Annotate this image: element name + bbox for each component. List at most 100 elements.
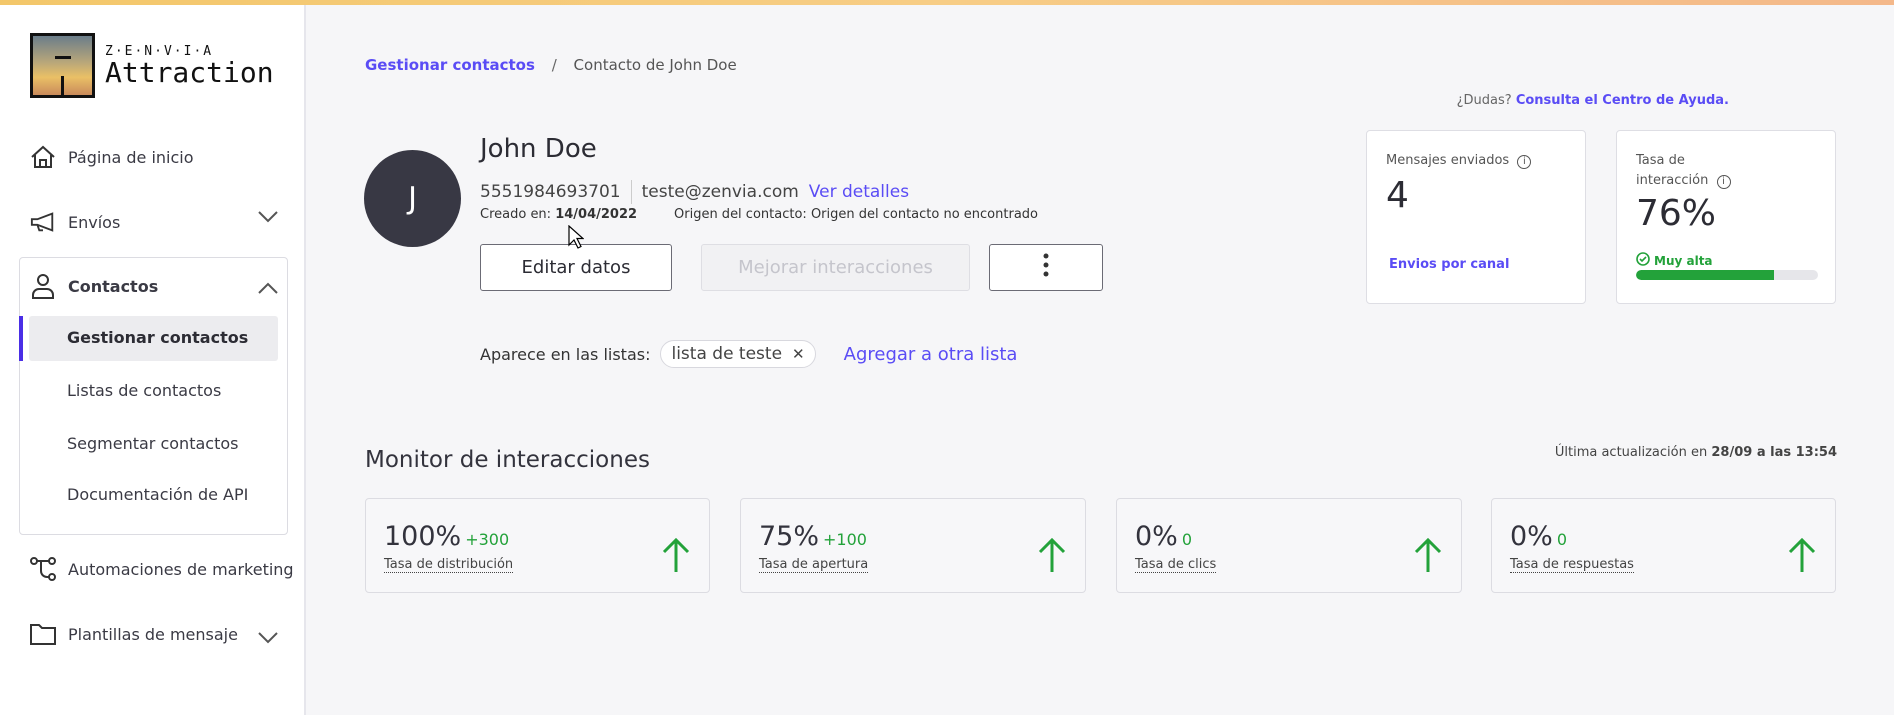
- created-label: Creado en:: [480, 207, 552, 222]
- last-update-label: Última actualización en: [1554, 445, 1708, 460]
- help-prefix: ¿Dudas?: [1456, 93, 1512, 108]
- metric-value: 0%: [1510, 521, 1553, 552]
- megaphone-icon: [30, 209, 56, 235]
- logo-product: Attraction: [105, 56, 274, 89]
- interaction-rate-label: Tasa de interacción: [1636, 153, 1709, 188]
- sidebar-item-envios[interactable]: Envíos: [30, 209, 120, 235]
- arrow-up-icon: [1787, 537, 1817, 577]
- rate-status: Muy alta: [1636, 252, 1713, 269]
- improve-interactions-label: Mejorar interacciones: [738, 257, 933, 278]
- metric-label[interactable]: Tasa de apertura: [759, 557, 869, 573]
- more-options-button[interactable]: [989, 244, 1103, 291]
- ver-detalles-link[interactable]: Ver detalles: [808, 182, 910, 202]
- metric-label[interactable]: Tasa de clics: [1135, 557, 1217, 573]
- sidebar-item-label: Página de inicio: [68, 147, 194, 167]
- divider: [630, 180, 632, 204]
- logo[interactable]: Z·E·N·V·I·A Attraction: [30, 33, 274, 98]
- interaction-rate-card: Tasa de interacción i 76% Muy alta: [1616, 130, 1836, 304]
- breadcrumb-separator: /: [551, 56, 557, 74]
- messages-sent-title: Mensajes enviados i: [1386, 153, 1532, 169]
- breadcrumb-current: Contacto de John Doe: [573, 56, 737, 74]
- folder-icon: [30, 621, 56, 647]
- kebab-icon: [1043, 253, 1049, 282]
- sidebar-subitem-listas-de-contactos[interactable]: Listas de contactos: [67, 381, 222, 400]
- chevron-up-icon[interactable]: [258, 280, 278, 298]
- contact-name: John Doe: [480, 134, 597, 164]
- top-accent-bar: [0, 0, 1894, 5]
- logo-image: [30, 33, 95, 98]
- messages-sent-label: Mensajes enviados: [1386, 153, 1510, 168]
- origin-value: Origen del contacto no encontrado: [810, 207, 1038, 222]
- contact-email: teste@zenvia.com: [641, 182, 799, 202]
- remove-list-icon[interactable]: ✕: [792, 345, 805, 363]
- messages-sent-value: 4: [1386, 175, 1409, 216]
- metric-label[interactable]: Tasa de respuestas: [1510, 557, 1634, 573]
- metric-label[interactable]: Tasa de distribución: [384, 557, 514, 573]
- active-item-indicator: [19, 316, 23, 361]
- lists-row: Aparece en las listas: lista de teste ✕ …: [480, 340, 1017, 368]
- help-line: ¿Dudas? Consulta el Centro de Ayuda.: [1457, 93, 1729, 108]
- interaction-progress-bar: [1636, 270, 1818, 280]
- help-center-link[interactable]: Consulta el Centro de Ayuda.: [1515, 93, 1729, 108]
- sidebar-item-contactos[interactable]: Contactos: [30, 273, 158, 299]
- envios-por-canal-link[interactable]: Envios por canal: [1389, 257, 1510, 272]
- metric-value: 0%: [1135, 521, 1178, 552]
- avatar: J: [364, 150, 461, 247]
- info-icon[interactable]: i: [1517, 155, 1532, 169]
- flow-icon: [30, 556, 56, 582]
- list-chip: lista de teste ✕: [660, 340, 816, 368]
- metric-card-distribucion: 100% +300 Tasa de distribución: [365, 498, 710, 593]
- interaction-progress-fill: [1636, 270, 1775, 280]
- sidebar-item-label: Automaciones de marketing: [68, 559, 294, 579]
- improve-interactions-button[interactable]: Mejorar interacciones: [701, 244, 970, 291]
- rate-status-label: Muy alta: [1654, 253, 1713, 268]
- contactos-group: [19, 257, 288, 535]
- arrow-up-icon: [661, 537, 691, 577]
- home-icon: [30, 144, 56, 170]
- contact-created: Creado en: 14/04/2022: [480, 207, 637, 222]
- origin-label: Origen del contacto:: [674, 207, 807, 222]
- logo-brand: Z·E·N·V·I·A: [105, 44, 214, 59]
- metric-card-clics: 0% 0 Tasa de clics: [1116, 498, 1462, 593]
- monitor-title: Monitor de interacciones: [365, 447, 650, 473]
- metric-value: 100%: [384, 521, 462, 552]
- mouse-cursor-icon: [568, 224, 585, 253]
- sidebar-item-plantillas[interactable]: Plantillas de mensaje: [30, 621, 238, 647]
- last-update: Última actualización en 28/09 a las 13:5…: [1555, 445, 1837, 460]
- check-circle-icon: [1636, 252, 1650, 269]
- sidebar-item-automaciones[interactable]: Automaciones de marketing: [30, 556, 294, 582]
- arrow-up-icon: [1037, 537, 1067, 577]
- sidebar-item-home[interactable]: Página de inicio: [30, 144, 194, 170]
- last-update-value: 28/09 a las 13:54: [1711, 445, 1837, 460]
- contact-info-line: 5551984693701 teste@zenvia.com Ver detal…: [480, 180, 909, 204]
- chevron-down-icon[interactable]: [258, 209, 278, 227]
- add-to-list-link[interactable]: Agregar a otra lista: [843, 343, 1018, 365]
- sidebar-item-label: Plantillas de mensaje: [68, 624, 238, 644]
- metric-delta: +100: [823, 530, 867, 549]
- sidebar-item-label: Envíos: [68, 212, 121, 232]
- contact-phone: 5551984693701: [480, 182, 621, 202]
- info-icon[interactable]: i: [1716, 175, 1731, 189]
- interaction-rate-title: Tasa de interacción i: [1636, 151, 1746, 191]
- edit-data-label: Editar datos: [521, 257, 631, 278]
- breadcrumb-parent-link[interactable]: Gestionar contactos: [365, 56, 535, 74]
- sidebar-subitem-gestionar-contactos[interactable]: Gestionar contactos: [67, 328, 249, 347]
- metric-delta: 0: [1181, 530, 1193, 549]
- metric-delta: +300: [465, 530, 510, 549]
- arrow-up-icon: [1413, 537, 1443, 577]
- sidebar-subitem-segmentar-contactos[interactable]: Segmentar contactos: [67, 434, 239, 453]
- active-item-highlight: [29, 316, 278, 361]
- messages-sent-card: Mensajes enviados i 4 Envios por canal: [1366, 130, 1586, 304]
- user-icon: [30, 273, 56, 299]
- metric-card-respuestas: 0% 0 Tasa de respuestas: [1491, 498, 1836, 593]
- created-value: 14/04/2022: [555, 207, 638, 222]
- avatar-initial: J: [408, 181, 417, 216]
- metric-value: 75%: [759, 521, 820, 552]
- chevron-down-icon[interactable]: [258, 630, 278, 648]
- breadcrumb: Gestionar contactos / Contacto de John D…: [365, 56, 737, 74]
- edit-data-button[interactable]: Editar datos: [480, 244, 672, 291]
- sidebar-subitem-documentacion-api[interactable]: Documentación de API: [67, 485, 249, 504]
- sidebar-item-label: Contactos: [68, 276, 159, 296]
- interaction-rate-value: 76%: [1636, 193, 1717, 234]
- list-chip-label: lista de teste: [671, 344, 783, 364]
